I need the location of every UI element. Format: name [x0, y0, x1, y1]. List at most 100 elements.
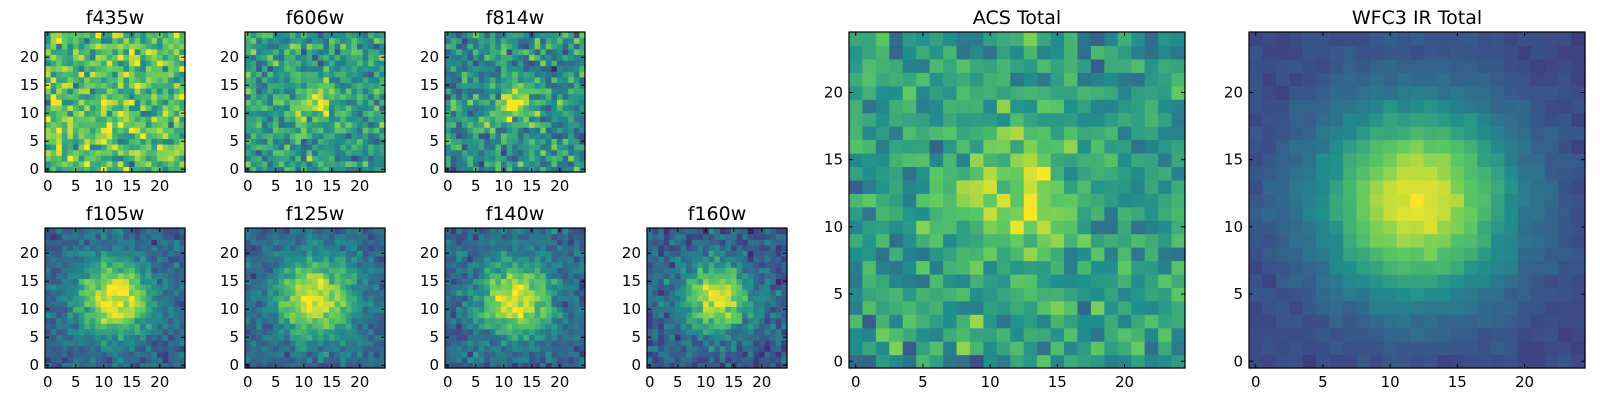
heatmap-cell	[467, 345, 474, 352]
heatmap-cell	[523, 127, 530, 134]
heatmap-cell	[140, 334, 147, 341]
heatmap-cell	[45, 160, 52, 167]
heatmap-cell	[145, 228, 152, 235]
heatmap-cell	[450, 155, 457, 162]
heatmap-cell	[540, 244, 547, 251]
heatmap-cell	[1171, 341, 1186, 356]
heatmap-cell	[495, 71, 502, 78]
heatmap-cell	[329, 116, 336, 123]
heatmap-cell	[140, 239, 147, 246]
heatmap-cell	[278, 334, 285, 341]
heatmap-cell	[484, 345, 491, 352]
heatmap-cell	[770, 328, 777, 335]
heatmap-cell	[323, 121, 330, 128]
heatmap-cell	[379, 160, 386, 167]
heatmap-cell	[1144, 300, 1159, 315]
heatmap-cell	[501, 93, 508, 100]
heatmap-cell	[89, 138, 96, 145]
heatmap-cell	[95, 155, 102, 162]
heatmap-cell	[56, 278, 63, 285]
heatmap-cell	[289, 82, 296, 89]
heatmap-cell	[78, 160, 85, 167]
heatmap-cell	[61, 334, 68, 341]
heatmap-cell	[73, 160, 80, 167]
heatmap-cell	[943, 314, 958, 329]
heatmap-cell	[67, 60, 74, 67]
heatmap-cell	[112, 60, 119, 67]
heatmap-cell	[506, 54, 513, 61]
heatmap-cell	[368, 317, 375, 324]
heatmap-cell	[151, 132, 158, 139]
heatmap-cell	[473, 76, 480, 83]
heatmap-cell	[929, 206, 944, 221]
heatmap-cell	[568, 306, 575, 313]
heatmap-cell	[145, 300, 152, 307]
heatmap-cell	[759, 300, 766, 307]
heatmap-cell	[562, 334, 569, 341]
heatmap-cell	[267, 132, 274, 139]
heatmap-cell	[1037, 233, 1052, 248]
heatmap-cell	[256, 48, 263, 55]
heatmap-cell	[686, 267, 693, 274]
heatmap-cell	[289, 312, 296, 319]
heatmap-cell	[379, 116, 386, 123]
heatmap-cell	[273, 99, 280, 106]
heatmap-cell	[351, 93, 358, 100]
heatmap-cell	[267, 289, 274, 296]
heatmap-cell	[273, 155, 280, 162]
heatmap-cell	[862, 152, 877, 167]
heatmap-cell	[467, 312, 474, 319]
heatmap-cell	[134, 289, 141, 296]
heatmap-cell	[117, 306, 124, 313]
heatmap-cell	[484, 312, 491, 319]
heatmap-cell	[162, 37, 169, 44]
heatmap-cell	[73, 116, 80, 123]
heatmap-cell	[742, 233, 749, 240]
heatmap-cell	[1131, 273, 1146, 288]
heatmap-cell	[467, 127, 474, 134]
heatmap-cell	[478, 144, 485, 151]
heatmap-cell	[568, 261, 575, 268]
heatmap-cell	[456, 48, 463, 55]
heatmap-cell	[329, 99, 336, 106]
heatmap-cell	[557, 289, 564, 296]
heatmap-cell	[686, 250, 693, 257]
heatmap-cell	[334, 362, 341, 369]
heatmap-cell	[484, 317, 491, 324]
heatmap-cell	[529, 60, 536, 67]
heatmap-cell	[562, 132, 569, 139]
heatmap-cell	[345, 256, 352, 263]
heatmap-cell	[501, 306, 508, 313]
heatmap-cell	[506, 334, 513, 341]
heatmap-cell	[725, 356, 732, 363]
heatmap-cell	[1144, 354, 1159, 369]
heatmap-cell	[261, 239, 268, 246]
heatmap-cell	[736, 278, 743, 285]
heatmap-cell	[573, 300, 580, 307]
heatmap-cell	[529, 289, 536, 296]
heatmap-cell	[545, 104, 552, 111]
heatmap-cell	[261, 323, 268, 330]
heatmap-cell	[306, 166, 313, 173]
heatmap-cell	[562, 127, 569, 134]
heatmap-cell	[312, 54, 319, 61]
heatmap-cell	[351, 317, 358, 324]
heatmap-cell	[473, 272, 480, 279]
heatmap-cell	[334, 155, 341, 162]
heatmap-cell	[1171, 287, 1186, 302]
heatmap-cell	[473, 110, 480, 117]
heatmap-cell	[663, 362, 670, 369]
heatmap-cell	[517, 149, 524, 156]
heatmap-cell	[875, 247, 890, 262]
heatmap-cell	[173, 323, 180, 330]
heatmap-cell	[708, 256, 715, 263]
heatmap-cell	[256, 149, 263, 156]
heatmap-cell	[719, 295, 726, 302]
heatmap-cell	[523, 306, 530, 313]
heatmap-cell	[680, 233, 687, 240]
heatmap-cell	[929, 260, 944, 275]
heatmap-cell	[84, 272, 91, 279]
heatmap-cell	[573, 127, 580, 134]
heatmap-cell	[67, 272, 74, 279]
heatmap-cell	[45, 261, 52, 268]
